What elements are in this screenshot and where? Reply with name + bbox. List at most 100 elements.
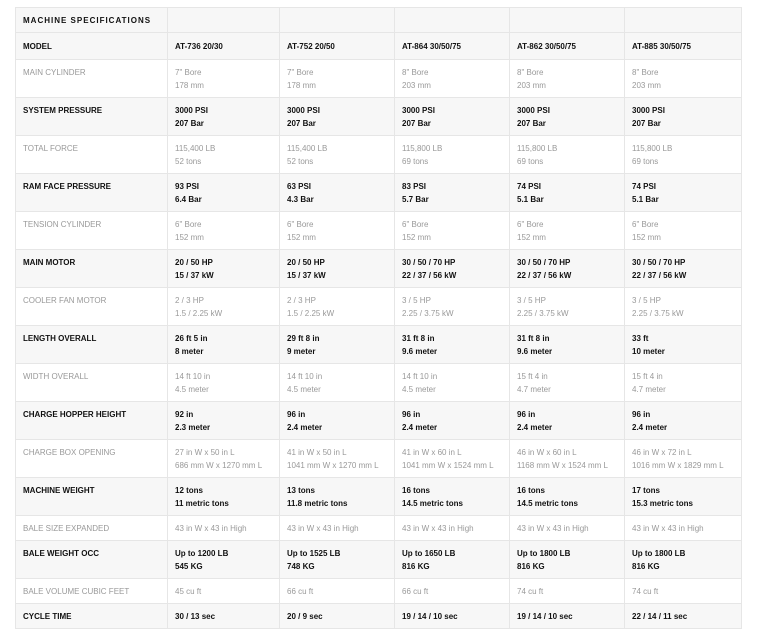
spec-value: 33 ft 10 meter	[624, 325, 742, 364]
spec-value-line: 115,400 LB	[175, 144, 216, 153]
spec-row: TOTAL FORCE 115,400 LB 52 tons 115,400 LB 52…	[15, 135, 742, 174]
spec-value-line: 31 ft 8 in	[402, 334, 435, 343]
spec-value-line: 22 / 37 / 56 kW	[517, 270, 572, 280]
spec-label: SYSTEM PRESSURE	[15, 97, 168, 136]
spec-value-line: 203 mm	[402, 80, 431, 90]
spec-value-line: 30 / 50 / 70 HP	[632, 258, 686, 267]
spec-row: RAM FACE PRESSURE 93 PSI 6.4 Bar 63 PSI 4.3 …	[15, 173, 742, 212]
spec-value: 19 / 14 / 10 sec	[394, 603, 510, 629]
spec-value: 43 in W x 43 in High	[509, 515, 625, 541]
spec-value-line: 11.8 metric tons	[287, 498, 348, 508]
spec-value-line: 3000 PSI	[287, 106, 320, 115]
spec-value: 13 tons 11.8 metric tons	[279, 477, 395, 516]
spec-value: Up to 1200 LB 545 KG	[167, 540, 280, 579]
spec-value-line: 45 cu ft	[175, 587, 202, 596]
spec-row: TENSION CYLINDER 6" Bore 152 mm 6" Bore 152 …	[15, 211, 742, 250]
spec-value-line: 14 ft 10 in	[175, 372, 211, 381]
spec-label: TENSION CYLINDER	[15, 211, 168, 250]
spec-value: 14 ft 10 in 4.5 meter	[167, 363, 280, 402]
spec-value-line: 207 Bar	[402, 118, 431, 128]
spec-value-line: 20 / 50 HP	[175, 258, 213, 267]
spec-value: 2 / 3 HP 1.5 / 2.25 kW	[167, 287, 280, 326]
spec-value-line: 43 in W x 43 in High	[517, 524, 589, 533]
model-label: MODEL	[15, 32, 168, 60]
spec-value: 14 ft 10 in 4.5 meter	[394, 363, 510, 402]
spec-value: 17 tons 15.3 metric tons	[624, 477, 742, 516]
spec-value-line: 203 mm	[517, 80, 546, 90]
spec-value: 3000 PSI 207 Bar	[509, 97, 625, 136]
spec-value-line: 2.3 meter	[175, 422, 211, 432]
spec-value-line: 207 Bar	[175, 118, 204, 128]
spec-value-line: 96 in	[517, 410, 536, 419]
spec-value-line: 2.25 / 3.75 kW	[517, 308, 569, 318]
spec-value: 6" Bore 152 mm	[624, 211, 742, 250]
spec-value: 43 in W x 43 in High	[167, 515, 280, 541]
spec-row: COOLER FAN MOTOR 2 / 3 HP 1.5 / 2.25 kW 2 /…	[15, 287, 742, 326]
spec-value-line: 6" Bore	[175, 220, 202, 229]
spec-value: 41 in W x 50 in L 1041 mm W x 1270 mm L	[279, 439, 395, 478]
spec-value-line: 152 mm	[517, 232, 546, 242]
spec-value-line: 9.6 meter	[402, 346, 438, 356]
spec-value-line: 4.5 meter	[402, 384, 436, 394]
spec-label: TOTAL FORCE	[15, 135, 168, 174]
spec-value-line: 15 / 37 kW	[287, 270, 326, 280]
spec-value-line: 15 ft 4 in	[517, 372, 548, 381]
spec-value-line: 14.5 metric tons	[517, 498, 578, 508]
spec-value-line: 6.4 Bar	[175, 194, 202, 204]
spec-value-line: 96 in	[287, 410, 306, 419]
spec-row: BALE VOLUME CUBIC FEET 45 cu ft 66 cu ft 66…	[15, 578, 742, 604]
spec-value-line: 3000 PSI	[175, 106, 208, 115]
specifications-table: MACHINE SPECIFICATIONS MODEL AT-736 20/3…	[15, 7, 742, 629]
spec-row: CHARGE BOX OPENING 27 in W x 50 in L 686 m…	[15, 439, 742, 478]
spec-value: Up to 1650 LB 816 KG	[394, 540, 510, 579]
spec-label: BALE WEIGHT OCC	[15, 540, 168, 579]
spec-value: 30 / 13 sec	[167, 603, 280, 629]
spec-value-line: 152 mm	[402, 232, 431, 242]
spec-value-line: 69 tons	[517, 156, 544, 166]
spec-value-line: 92 in	[175, 410, 194, 419]
spec-value: 96 in 2.4 meter	[624, 401, 742, 440]
spec-value: 3000 PSI 207 Bar	[624, 97, 742, 136]
spec-value: 6" Bore 152 mm	[167, 211, 280, 250]
spec-value-line: 52 tons	[175, 156, 202, 166]
spec-value-line: 178 mm	[175, 80, 204, 90]
spec-value-line: 7" Bore	[175, 68, 202, 77]
spec-label: RAM FACE PRESSURE	[15, 173, 168, 212]
spec-value-line: 8 meter	[175, 346, 204, 356]
spec-value-line: 83 PSI	[402, 182, 427, 191]
spec-value-line: 2.4 meter	[517, 422, 553, 432]
spec-value-line: 17 tons	[632, 486, 661, 495]
spec-value-line: 43 in W x 43 in High	[402, 524, 474, 533]
spec-value-line: 9.6 meter	[517, 346, 553, 356]
spec-value-line: 816 KG	[402, 561, 430, 571]
spec-value-line: 10 meter	[632, 346, 665, 356]
spec-value-line: 152 mm	[632, 232, 661, 242]
spec-value-line: 2.4 meter	[402, 422, 438, 432]
spec-value: 3 / 5 HP 2.25 / 3.75 kW	[394, 287, 510, 326]
spec-value-line: 46 in W x 60 in L	[517, 448, 577, 457]
spec-value: 31 ft 8 in 9.6 meter	[394, 325, 510, 364]
spec-label: BALE SIZE EXPANDED	[15, 515, 168, 541]
spec-value-line: 30 / 50 / 70 HP	[402, 258, 456, 267]
model-name: AT-885 30/50/75	[624, 32, 742, 60]
spec-value-line: 178 mm	[287, 80, 316, 90]
spec-value-line: 3000 PSI	[402, 106, 435, 115]
spec-value: 63 PSI 4.3 Bar	[279, 173, 395, 212]
spec-value-line: 2.25 / 3.75 kW	[402, 308, 454, 318]
spec-value-line: 14.5 metric tons	[402, 498, 463, 508]
spec-value-line: 14 ft 10 in	[287, 372, 323, 381]
spec-value-line: 41 in W x 60 in L	[402, 448, 462, 457]
spec-value: 74 PSI 5.1 Bar	[509, 173, 625, 212]
spec-label: LENGTH OVERALL	[15, 325, 168, 364]
spec-value: 30 / 50 / 70 HP 22 / 37 / 56 kW	[624, 249, 742, 288]
spec-value-line: 115,800 LB	[632, 144, 673, 153]
spec-value: 20 / 50 HP 15 / 37 kW	[167, 249, 280, 288]
spec-value: 3000 PSI 207 Bar	[394, 97, 510, 136]
spec-value-line: 29 ft 8 in	[287, 334, 320, 343]
spec-value: Up to 1525 LB 748 KG	[279, 540, 395, 579]
spec-value-line: 152 mm	[175, 232, 204, 242]
spec-row: CHARGE HOPPER HEIGHT 92 in 2.3 meter 96 in 2…	[15, 401, 742, 440]
spec-value-line: 46 in W x 72 in L	[632, 448, 692, 457]
spec-value: 19 / 14 / 10 sec	[509, 603, 625, 629]
spec-value-line: 115,800 LB	[517, 144, 558, 153]
